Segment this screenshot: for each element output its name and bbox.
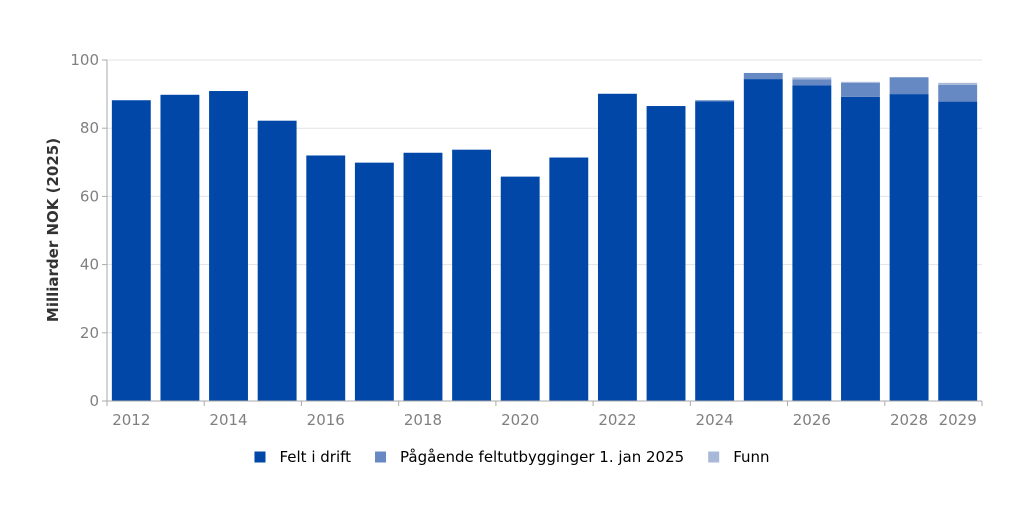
y-tick-label: 40	[80, 256, 99, 274]
bar-segment	[111, 100, 151, 401]
x-tick-label: 2024	[696, 411, 734, 429]
x-tick-label: 2014	[209, 411, 247, 429]
legend-label: Pågående feltutbygginger 1. jan 2025	[400, 448, 684, 466]
bar-segment	[209, 91, 248, 401]
tick-labels: 0 20 40 60 80 100 2012 2014 2016 2018 2020 2022 2024…	[70, 51, 976, 429]
bar-segment	[792, 85, 832, 401]
bar-segment	[841, 96, 880, 401]
bar-segment	[743, 79, 783, 401]
bar-segment	[695, 100, 735, 102]
x-tick-label: 2029	[939, 411, 977, 429]
bar-segment	[938, 84, 978, 102]
x-tick-label: 2026	[793, 411, 831, 429]
bar-segment	[695, 101, 735, 402]
y-tick-label: 80	[80, 119, 99, 137]
bar-segment	[354, 162, 394, 401]
x-tick-label: 2028	[890, 411, 928, 429]
legend-item: Felt i drift	[254, 448, 351, 466]
x-tick-label: 2018	[404, 411, 442, 429]
bar-segment	[792, 79, 832, 86]
y-tick-label: 100	[70, 51, 99, 69]
legend-label: Funn	[733, 448, 769, 466]
gridlines	[107, 59, 982, 334]
y-tick-label: 60	[80, 187, 99, 205]
legend-item: Funn	[708, 448, 770, 466]
axes	[102, 59, 983, 406]
bar-segment	[306, 155, 346, 401]
x-tick-label: 2016	[307, 411, 345, 429]
legend-swatch	[375, 451, 387, 463]
y-axis-title: Milliarder NOK (2025)	[44, 138, 62, 322]
x-tick-label: 2022	[598, 411, 636, 429]
legend-item: Pågående feltutbygginger 1. jan 2025	[375, 448, 684, 466]
bar-segment	[938, 101, 978, 402]
bar-segment	[403, 152, 443, 401]
bar-segment	[597, 93, 637, 401]
legend: Felt i drift Pågående feltutbygginger 1. …	[254, 448, 770, 466]
bar-segment	[938, 82, 978, 85]
bar-segment	[889, 94, 929, 401]
bar-segment	[452, 149, 492, 401]
bar-segment	[160, 94, 200, 402]
bar-segment	[549, 157, 589, 401]
y-tick-label: 20	[80, 324, 99, 342]
legend-swatch	[254, 451, 266, 463]
legend-label: Felt i drift	[279, 448, 351, 466]
bar-segment	[792, 77, 832, 80]
legend-swatch	[708, 451, 720, 463]
bar-segment	[841, 81, 880, 83]
bar-segment	[257, 120, 297, 401]
bar-segment	[743, 72, 783, 80]
bar-segment	[889, 77, 929, 95]
bar-segment	[889, 77, 929, 78]
bars	[111, 72, 978, 402]
bar-segment	[841, 82, 880, 97]
x-tick-label: 2012	[112, 411, 150, 429]
y-tick-label: 0	[89, 392, 99, 410]
x-tick-label: 2020	[501, 411, 539, 429]
bar-segment	[500, 176, 540, 401]
bar-segment	[646, 106, 686, 401]
